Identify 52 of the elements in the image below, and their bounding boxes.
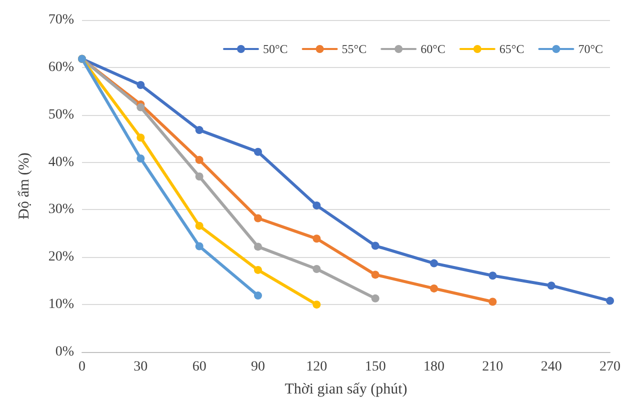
x-tick-label: 180	[424, 360, 444, 374]
y-tick-label: 50%	[48, 107, 74, 122]
legend-label: 65°C	[499, 42, 524, 56]
point	[195, 222, 204, 230]
legend-label: 60°C	[420, 42, 446, 56]
point	[312, 300, 321, 309]
point	[254, 266, 262, 274]
x-tick-label: 270	[600, 360, 620, 374]
point	[430, 259, 438, 268]
point	[371, 294, 380, 302]
x-tick-label: 150	[364, 360, 386, 374]
legend-label: 55°C	[342, 42, 367, 56]
point	[136, 103, 145, 112]
point	[430, 284, 438, 292]
x-tick-label: 120	[306, 360, 328, 374]
point	[136, 154, 145, 162]
point	[136, 134, 145, 142]
y-tick-label: 70%	[48, 12, 74, 28]
point	[195, 172, 204, 181]
point	[606, 296, 614, 305]
x-tick-label: 240	[540, 360, 562, 374]
point	[488, 272, 497, 280]
point	[136, 80, 145, 89]
point	[254, 214, 262, 222]
y-tick-label: 20%	[48, 250, 74, 265]
point	[547, 282, 556, 290]
y-tick-label: 40%	[48, 154, 74, 170]
point	[371, 270, 380, 279]
y-tick-label: 10%	[48, 297, 74, 312]
y-tick-label: 0%	[55, 344, 74, 360]
y-axis-title: Độ ẩm (%)	[16, 152, 32, 220]
x-tick-label: 0	[78, 360, 86, 374]
x-tick-label: 60	[192, 360, 206, 374]
point	[488, 298, 497, 306]
x-tick-label: 30	[134, 360, 148, 374]
point	[195, 242, 204, 250]
point	[254, 292, 262, 300]
point	[195, 156, 204, 164]
legend-label: 50°C	[262, 42, 288, 56]
point	[312, 234, 321, 243]
x-tick-label: 210	[482, 360, 504, 374]
point	[254, 242, 262, 251]
x-tick-label: 90	[251, 360, 265, 374]
point	[312, 201, 321, 210]
legend-label: 70°C	[578, 42, 604, 56]
point	[312, 265, 321, 273]
y-tick-label: 60%	[48, 60, 74, 75]
point	[254, 148, 262, 156]
x-axis-title: Thời gian sấy (phút)	[284, 382, 408, 398]
point	[371, 242, 380, 250]
point	[195, 126, 204, 134]
y-tick-label: 30%	[48, 202, 74, 218]
